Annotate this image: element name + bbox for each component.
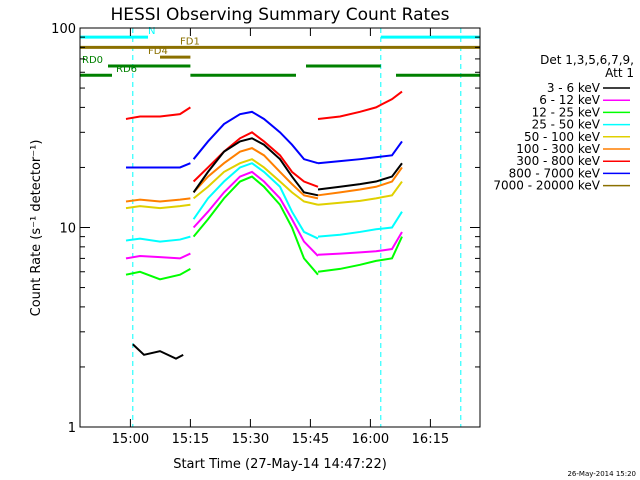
- x-tick-label: 15:45: [292, 432, 329, 447]
- state-label-rd6: RD6: [116, 64, 137, 75]
- legend-label: 100 - 300 keV: [516, 142, 600, 156]
- series-line: [317, 231, 403, 256]
- series-line: [126, 162, 191, 169]
- footer-timestamp: 26-May-2014 15:20: [567, 470, 636, 478]
- legend-label: 300 - 800 keV: [516, 154, 600, 168]
- series-line: [125, 268, 191, 281]
- x-tick-label: 15:00: [112, 432, 149, 447]
- series-line: [192, 137, 319, 197]
- series-line: [192, 162, 319, 240]
- series-line: [125, 235, 191, 243]
- series-line: [132, 343, 184, 360]
- series-line: [192, 170, 319, 257]
- x-axis: 15:00 15:15 15:30 15:45 16:00 16:15: [112, 28, 449, 447]
- series-line: [192, 158, 319, 206]
- legend-label: 7000 - 20000 keV: [493, 179, 600, 193]
- event-lines: [132, 28, 462, 427]
- legend-label: 50 - 100 keV: [524, 130, 601, 144]
- x-tick-label: 16:15: [412, 432, 449, 447]
- series-line: [317, 140, 403, 165]
- series-line: [317, 211, 403, 238]
- legend-subtitle: Att 1: [605, 66, 634, 80]
- series-line: [125, 203, 191, 210]
- y-tick-label: 100: [51, 22, 76, 37]
- x-tick-label: 16:00: [352, 432, 389, 447]
- series-line: [125, 106, 191, 120]
- y-tick-label: 10: [59, 222, 76, 237]
- series-line: [192, 131, 319, 188]
- x-tick-label: 15:30: [232, 432, 269, 447]
- instrument-state-bars: N FD1 FD4 RD0 RD6: [80, 26, 480, 77]
- y-tick-label: 1: [68, 421, 76, 436]
- series-line: [192, 110, 319, 165]
- series-layer: [125, 90, 403, 360]
- y-axis: 1 10 100: [51, 22, 480, 436]
- legend-label: 800 - 7000 keV: [509, 166, 601, 180]
- legend-label: 6 - 12 keV: [539, 93, 601, 107]
- state-label-fd4: FD4: [148, 46, 168, 57]
- legend-label: 3 - 6 keV: [547, 81, 601, 95]
- legend-label: 12 - 25 keV: [532, 105, 601, 119]
- series-line: [192, 175, 319, 276]
- series-line: [125, 197, 191, 203]
- state-label-fd1: FD1: [180, 36, 200, 47]
- y-axis-label: Count Rate (s⁻¹ detector⁻¹): [29, 140, 44, 317]
- state-label-rd0: RD0: [82, 55, 103, 66]
- legend-label: 25 - 50 keV: [532, 118, 601, 132]
- chart-title: HESSI Observing Summary Count Rates: [110, 5, 449, 25]
- series-line: [125, 252, 191, 260]
- plot-frame: [79, 27, 481, 428]
- series-line: [317, 166, 403, 197]
- series-line: [317, 180, 403, 206]
- series-line: [317, 90, 403, 120]
- legend-title: Det 1,3,5,6,7,9,: [540, 53, 634, 67]
- series-line: [317, 236, 403, 273]
- x-axis-label: Start Time (27-May-14 14:47:22): [173, 457, 387, 472]
- series-line: [317, 162, 403, 191]
- state-label-n: N: [148, 26, 155, 37]
- x-tick-label: 15:15: [172, 432, 209, 447]
- series-line: [192, 147, 319, 200]
